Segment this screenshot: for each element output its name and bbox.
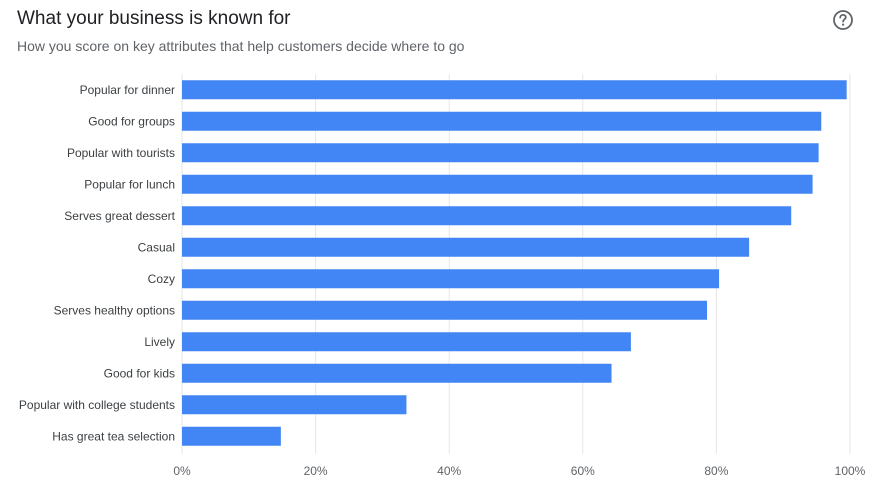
chart-title: What your business is known for (17, 8, 291, 29)
category-label: Lively (144, 335, 175, 349)
bar (182, 206, 792, 226)
category-label: Popular with college students (19, 398, 175, 412)
x-tick-label: 80% (704, 464, 728, 478)
x-tick-label: 40% (437, 464, 461, 478)
bar (182, 300, 708, 320)
category-label: Serves great dessert (64, 209, 175, 223)
category-label: Serves healthy options (54, 303, 175, 317)
bar (182, 269, 720, 289)
category-label: Good for groups (88, 114, 175, 128)
bar (182, 111, 822, 131)
x-tick-label: 60% (571, 464, 595, 478)
bar (182, 80, 847, 100)
x-tick-label: 100% (835, 464, 866, 478)
category-label: Has great tea selection (52, 429, 175, 443)
bar (182, 395, 407, 415)
question-circle-icon (833, 10, 853, 30)
chart-subtitle: How you score on key attributes that hel… (17, 38, 465, 54)
category-label: Casual (138, 240, 175, 254)
category-label: Popular for dinner (80, 83, 175, 97)
category-label: Good for kids (104, 366, 175, 380)
bar (182, 143, 819, 163)
category-label: Popular for lunch (84, 177, 175, 191)
category-label: Popular with tourists (67, 146, 175, 160)
bar (182, 237, 750, 257)
help-button[interactable] (832, 9, 854, 31)
bar (182, 426, 281, 446)
bar (182, 332, 631, 352)
x-tick-label: 20% (304, 464, 328, 478)
category-label: Cozy (148, 272, 175, 286)
x-tick-label: 0% (173, 464, 191, 478)
bar (182, 363, 612, 383)
bar (182, 174, 813, 194)
